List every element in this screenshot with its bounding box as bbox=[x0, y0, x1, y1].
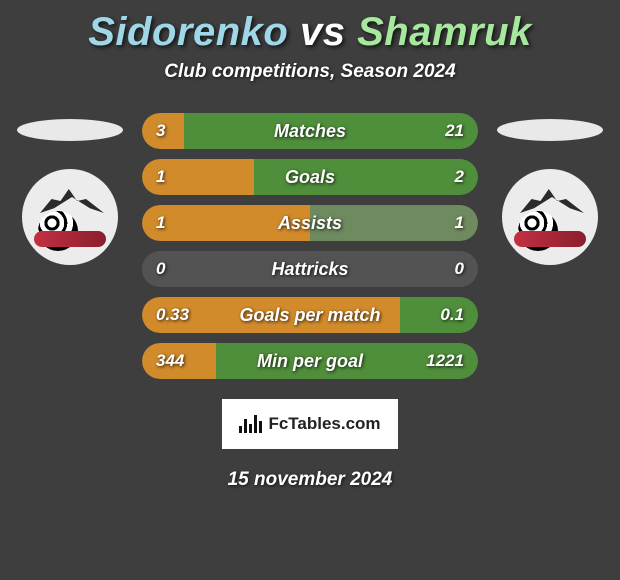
stat-value-right: 0 bbox=[455, 259, 464, 279]
stat-label: Goals per match bbox=[142, 305, 478, 326]
player1-placeholder bbox=[17, 119, 123, 141]
subtitle: Club competitions, Season 2024 bbox=[10, 61, 610, 83]
stat-value-right: 2 bbox=[455, 167, 464, 187]
attribution-box: FcTables.com bbox=[222, 399, 398, 449]
vs-text: vs bbox=[300, 10, 346, 54]
attribution-text: FcTables.com bbox=[268, 414, 380, 434]
stat-row: 1Goals2 bbox=[142, 159, 478, 195]
stat-value-right: 0.1 bbox=[440, 305, 464, 325]
stat-row: 3Matches21 bbox=[142, 113, 478, 149]
stats-column: 3Matches211Goals21Assists10Hattricks00.3… bbox=[142, 113, 478, 389]
player2-name: Shamruk bbox=[357, 10, 532, 54]
player2-placeholder bbox=[497, 119, 603, 141]
stat-label: Goals bbox=[142, 167, 478, 188]
page-title: Sidorenko vs Shamruk bbox=[10, 0, 610, 61]
player1-column bbox=[10, 113, 130, 265]
player1-club-badge bbox=[22, 169, 118, 265]
stat-row: 0Hattricks0 bbox=[142, 251, 478, 287]
stat-value-right: 1 bbox=[455, 213, 464, 233]
chart-icon bbox=[239, 415, 262, 433]
player2-column bbox=[490, 113, 610, 265]
stat-row: 0.33Goals per match0.1 bbox=[142, 297, 478, 333]
stat-label: Hattricks bbox=[142, 259, 478, 280]
date-text: 15 november 2024 bbox=[10, 469, 610, 491]
stat-row: 1Assists1 bbox=[142, 205, 478, 241]
stat-value-right: 21 bbox=[445, 121, 464, 141]
player1-name: Sidorenko bbox=[88, 10, 288, 54]
stat-row: 344Min per goal1221 bbox=[142, 343, 478, 379]
player2-club-badge bbox=[502, 169, 598, 265]
stat-value-right: 1221 bbox=[426, 351, 464, 371]
stat-label: Matches bbox=[142, 121, 478, 142]
stat-label: Assists bbox=[142, 213, 478, 234]
